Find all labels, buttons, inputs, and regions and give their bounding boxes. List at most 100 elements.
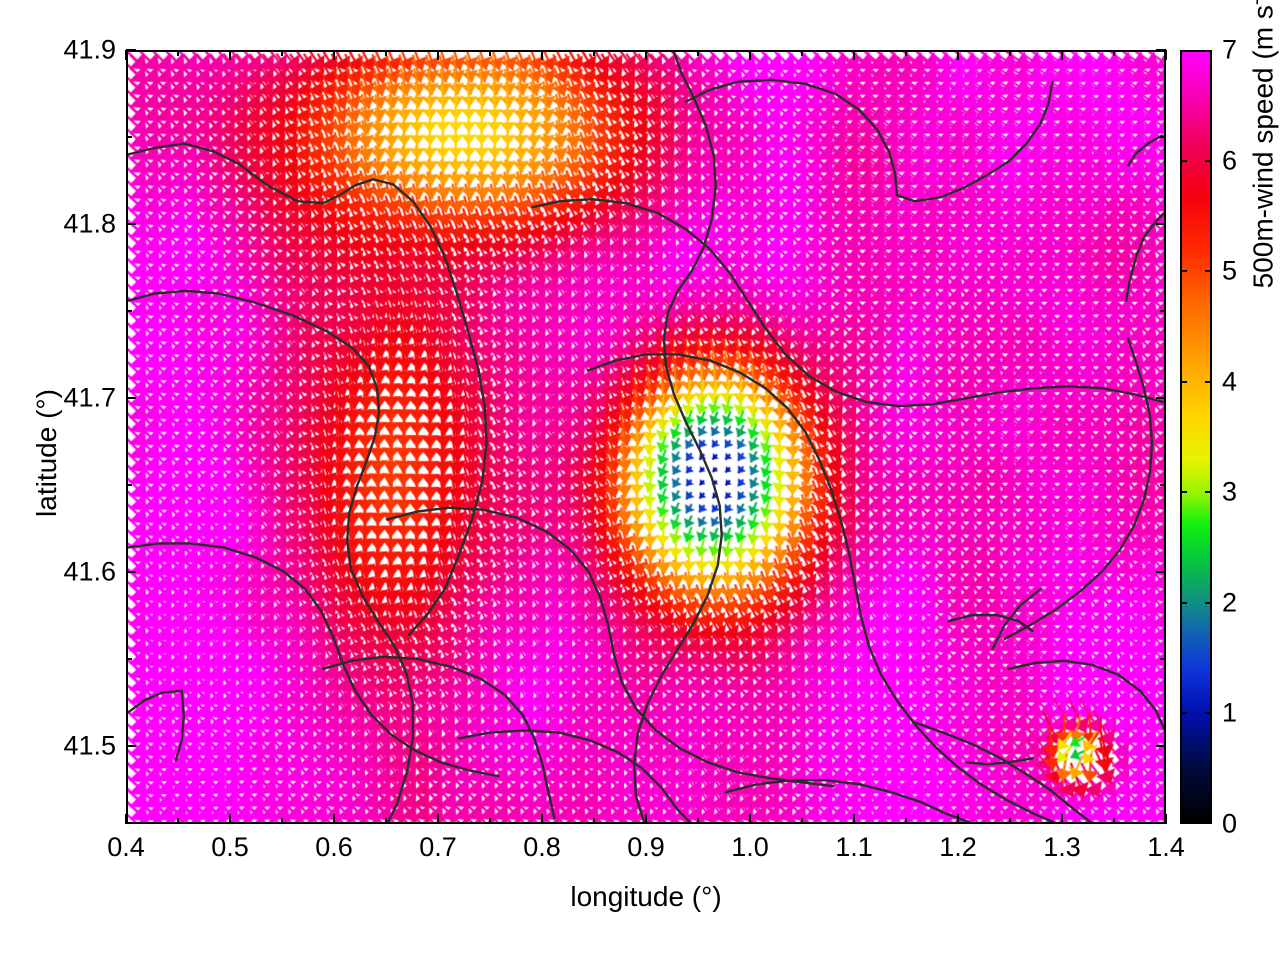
x-axis-tick	[645, 50, 647, 60]
colorbar-tick	[1180, 601, 1187, 604]
x-axis-tick	[1061, 814, 1063, 824]
y-axis-tick-label: 41.5	[63, 730, 116, 761]
x-axis-tick	[645, 814, 647, 824]
x-axis-tick	[229, 50, 231, 60]
x-axis-tick	[125, 814, 127, 824]
y-axis-tick	[126, 570, 136, 573]
x-axis-minor-tick	[1009, 818, 1011, 824]
x-axis-tick-label: 0.9	[627, 832, 665, 862]
y-axis-tick	[126, 49, 136, 51]
x-axis-tick	[957, 50, 959, 60]
x-axis-minor-tick	[697, 50, 699, 56]
y-axis-tick-label: 41.8	[63, 208, 116, 239]
x-axis-tick	[541, 50, 543, 60]
x-axis-minor-tick	[177, 818, 179, 824]
colorbar-tick	[1180, 159, 1187, 162]
x-axis-minor-tick	[697, 818, 699, 824]
y-axis-tick	[126, 396, 136, 399]
wind-vector-field-canvas	[128, 52, 1164, 822]
x-axis-minor-tick	[593, 818, 595, 824]
x-axis-tick-label: 0.8	[523, 832, 561, 862]
plot-area	[126, 50, 1166, 824]
colorbar-tick-label: 5	[1222, 255, 1238, 286]
colorbar-tick	[1180, 491, 1187, 494]
colorbar-gradient	[1180, 50, 1212, 824]
x-axis-minor-tick	[1009, 50, 1011, 56]
y-axis-tick	[1156, 744, 1166, 747]
colorbar-title-exponent: -1	[1246, 0, 1267, 5]
colorbar: 0 1 2 3 4 5 6 7	[1180, 36, 1237, 837]
x-axis-tick-label: 1.2	[939, 832, 977, 862]
x-axis-tick-label: 0.6	[315, 832, 353, 862]
x-axis-tick	[1061, 50, 1063, 60]
colorbar-tick	[1205, 380, 1212, 383]
x-axis-tick	[1165, 50, 1167, 60]
colorbar-tick-label: 2	[1222, 587, 1238, 618]
colorbar-tick-label: 0	[1222, 808, 1238, 839]
x-axis-minor-tick	[385, 818, 387, 824]
colorbar-title-main: 500m-wind speed (m s	[1247, 5, 1279, 289]
colorbar-tick	[1205, 270, 1212, 273]
y-axis-tick-label: 41.6	[63, 556, 116, 587]
y-axis-tick-label: 41.9	[63, 34, 116, 65]
x-axis-minor-tick	[801, 818, 803, 824]
x-axis-tick	[1165, 814, 1167, 824]
x-axis-tick	[853, 814, 855, 824]
x-axis-minor-tick	[281, 50, 283, 56]
colorbar-tick-label: 7	[1222, 34, 1238, 65]
y-axis-minor-tick	[126, 483, 132, 486]
x-axis-tick	[749, 814, 751, 824]
y-axis-minor-tick	[126, 309, 132, 312]
x-axis-tick-label: 1.0	[731, 832, 769, 862]
x-axis-tick	[333, 50, 335, 60]
y-axis-minor-tick	[1160, 657, 1166, 660]
x-axis-minor-tick	[385, 50, 387, 56]
x-axis-tick-label: 1.3	[1043, 832, 1081, 862]
x-axis-tick	[957, 814, 959, 824]
x-axis-tick-label: 0.7	[419, 832, 457, 862]
x-axis-minor-tick	[489, 50, 491, 56]
colorbar-tick	[1205, 601, 1212, 604]
x-axis-minor-tick	[905, 818, 907, 824]
y-axis-minor-tick	[1160, 309, 1166, 312]
x-axis-tick	[749, 50, 751, 60]
colorbar-title: 500m-wind speed (m s-1)	[1246, 0, 1279, 454]
colorbar-tick	[1180, 712, 1187, 715]
y-axis-tick	[126, 222, 136, 225]
y-axis-tick	[126, 744, 136, 747]
x-axis-tick	[853, 50, 855, 60]
colorbar-tick	[1205, 491, 1212, 494]
x-axis-minor-tick	[905, 50, 907, 56]
x-axis-minor-tick	[1113, 50, 1115, 56]
x-axis-tick-label: 0.4	[107, 832, 145, 862]
y-axis-minor-tick	[126, 135, 132, 138]
x-axis-tick-label: 1.4	[1147, 832, 1185, 862]
x-axis-tick-label: 1.1	[835, 832, 873, 862]
x-axis-tick	[437, 814, 439, 824]
colorbar-tick-label: 1	[1222, 697, 1238, 728]
x-axis-minor-tick	[593, 50, 595, 56]
x-axis-minor-tick	[489, 818, 491, 824]
y-axis-minor-tick	[126, 657, 132, 660]
x-axis-tick	[541, 814, 543, 824]
x-axis-minor-tick	[801, 50, 803, 56]
y-axis-tick-label: 41.7	[63, 382, 116, 413]
colorbar-tick	[1180, 270, 1187, 273]
x-axis-minor-tick	[1113, 818, 1115, 824]
x-axis-title: longitude (°)	[570, 881, 722, 912]
colorbar-tick	[1180, 380, 1187, 383]
x-axis-tick	[125, 50, 127, 60]
colorbar-tick	[1205, 712, 1212, 715]
colorbar-tick-label: 4	[1222, 366, 1238, 397]
y-axis-title: latitude (°)	[31, 389, 62, 517]
colorbar-tick-label: 6	[1222, 145, 1238, 176]
x-axis-tick	[229, 814, 231, 824]
x-axis-minor-tick	[177, 50, 179, 56]
x-axis-minor-tick	[281, 818, 283, 824]
x-axis-tick	[437, 50, 439, 60]
y-axis-minor-tick	[1160, 135, 1166, 138]
colorbar-tick	[1205, 159, 1212, 162]
x-axis-tick-label: 0.5	[211, 832, 249, 862]
y-axis-minor-tick	[1160, 483, 1166, 486]
